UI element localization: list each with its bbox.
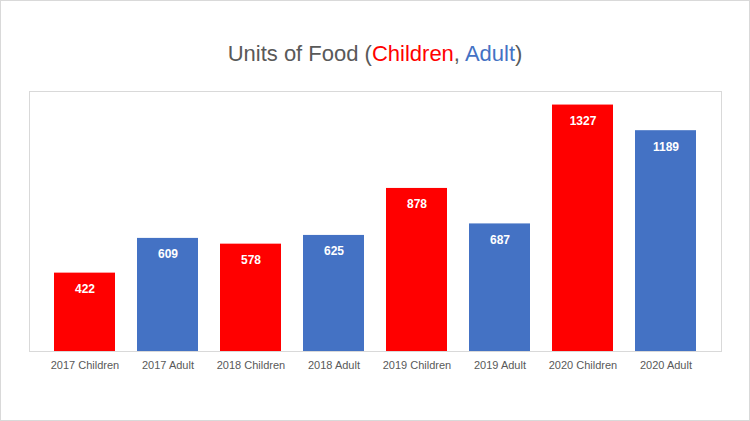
html-text:Units of Food (Children, Adult: Units of Food (Children, Adult) [227,41,523,66]
svg-text:2020 Adult: 2020 Adult [640,359,692,371]
svg-text:2017 Children: 2017 Children [51,359,120,371]
svg-text:2020 Children: 2020 Children [549,359,618,371]
svg-text:2017 Adult: 2017 Adult [142,359,194,371]
svg-text:1327: 1327 [570,114,597,128]
svg-text:2018 Adult: 2018 Adult [308,359,360,371]
svg-text:422: 422 [75,282,95,296]
svg-text:2019 Adult: 2019 Adult [474,359,526,371]
svg-text:878: 878 [407,197,427,211]
svg-text:2018 Children: 2018 Children [217,359,286,371]
svg-text:1189: 1189 [653,140,679,154]
svg-text:2019 Children: 2019 Children [383,359,452,371]
svg-text:609: 609 [158,247,178,261]
svg-text:687: 687 [490,233,510,247]
svg-text:578: 578 [241,253,261,267]
svg-text:625: 625 [324,244,344,258]
